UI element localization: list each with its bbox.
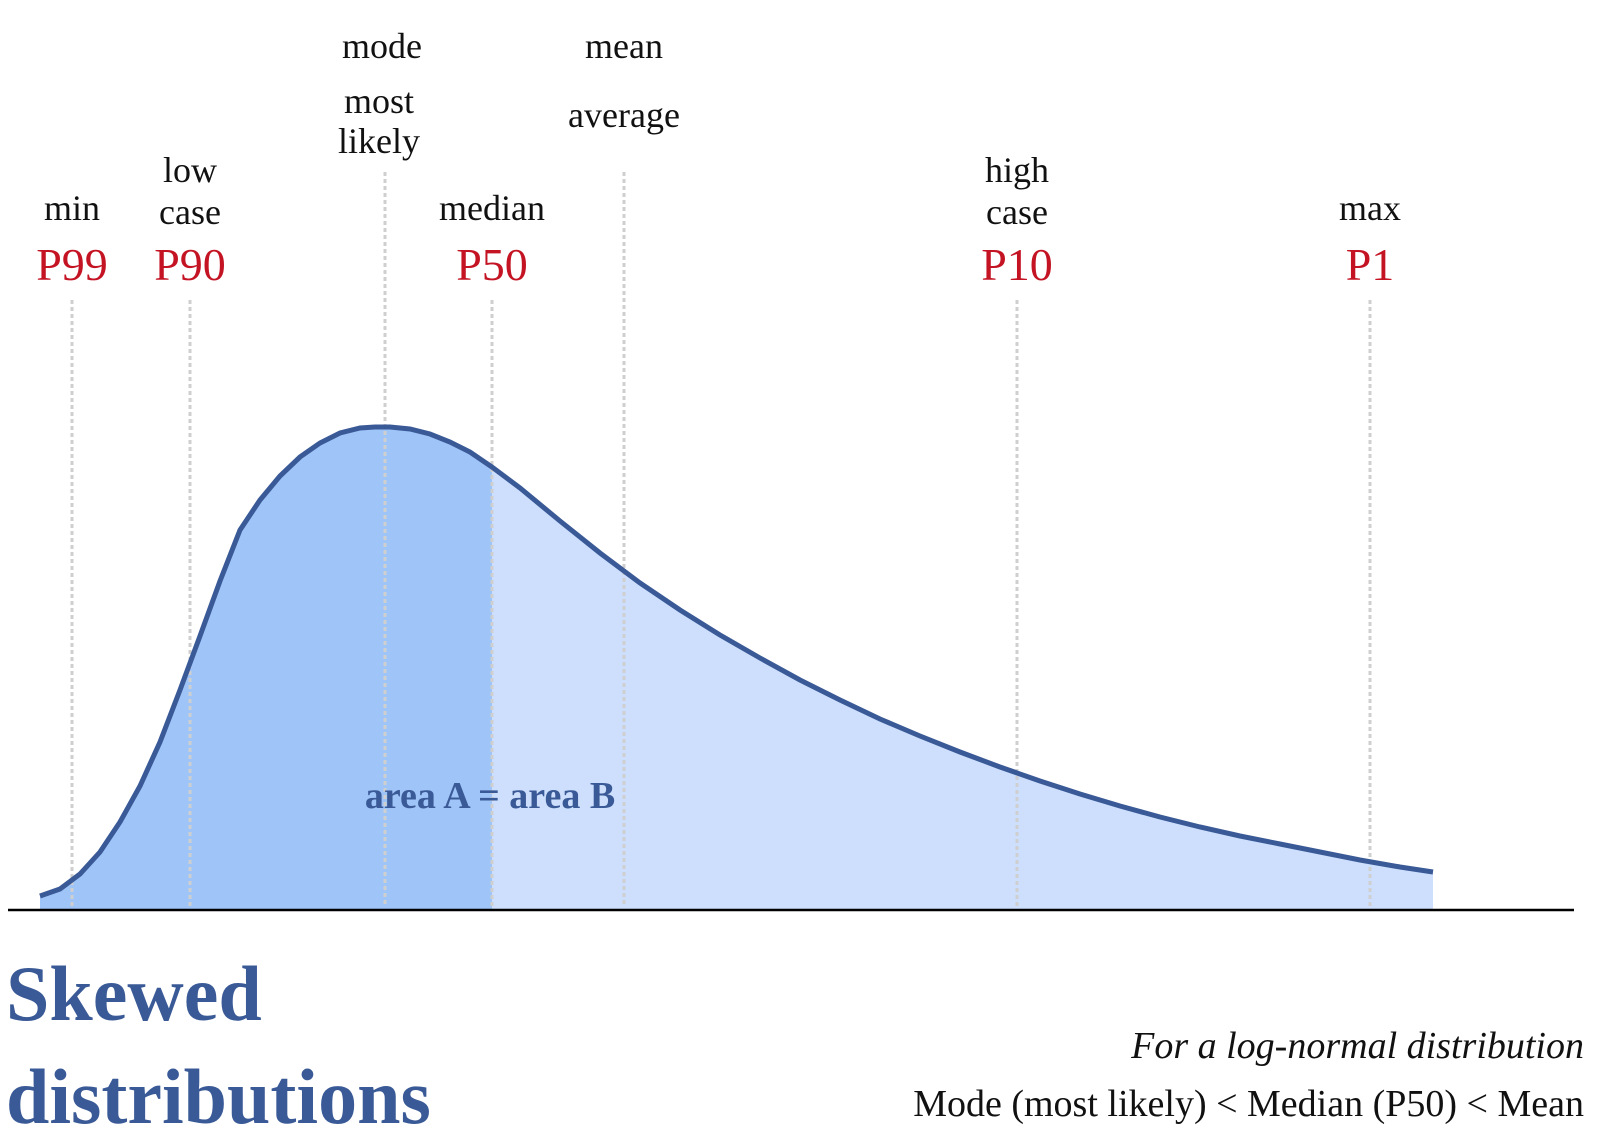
ordering-statement: Mode (most likely) < Median (P50) < Mean xyxy=(913,1083,1584,1125)
high-case-desc-line: case xyxy=(986,192,1048,232)
title-line-1: Skewed xyxy=(6,950,262,1037)
max-percentile: P1 xyxy=(1346,239,1395,290)
high-case-percentile: P10 xyxy=(981,239,1053,290)
mode-desc-line: mode xyxy=(342,26,422,66)
min-percentile: P99 xyxy=(36,239,108,290)
mean-desc-line: average xyxy=(568,95,680,135)
area-equality-label: area A = area B xyxy=(365,775,615,817)
percentile-guide-lines xyxy=(70,172,1372,906)
max-desc-line: max xyxy=(1339,188,1401,228)
high-case-desc-line: high xyxy=(985,150,1049,190)
marker-labels: minP99lowcaseP90modemostlikelymedianP50m… xyxy=(36,26,1401,290)
median-percentile: P50 xyxy=(456,239,528,290)
title-line-2: distributions xyxy=(6,1053,431,1140)
mean-desc-line: mean xyxy=(585,26,663,66)
mean-label: mean average xyxy=(568,26,680,135)
max-label: max P1 xyxy=(1339,188,1401,290)
mode-desc-line: likely xyxy=(338,121,420,161)
low-case-percentile: P90 xyxy=(154,239,226,290)
min-desc-line: min xyxy=(44,188,100,228)
lognormal-curve xyxy=(39,424,1434,899)
low-case-desc-line: low xyxy=(163,150,217,190)
median-label: median P50 xyxy=(439,188,545,290)
area-b-fill xyxy=(492,467,1433,910)
median-desc-line: median xyxy=(439,188,545,228)
distribution-note: For a log-normal distribution xyxy=(1131,1025,1584,1067)
mode-desc-line: most xyxy=(344,81,414,121)
low-case-desc-line: case xyxy=(159,192,221,232)
area-a-fill xyxy=(40,427,492,910)
min-label: min P99 xyxy=(36,188,108,290)
